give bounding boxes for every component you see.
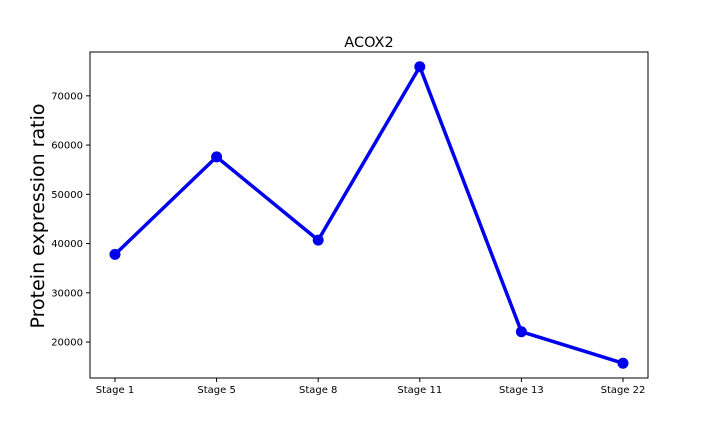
y-tick-label: 30000 xyxy=(51,288,83,299)
y-tick-label: 60000 xyxy=(51,141,83,152)
data-point xyxy=(515,326,527,338)
plot-area: 20000 30000 40000 50000 60000 70000 Stage 1 Sta… xyxy=(51,51,649,396)
data-point xyxy=(109,248,121,260)
chart-title: ACOX2 xyxy=(344,35,393,51)
x-tick-label: Stage 8 xyxy=(299,385,337,396)
plot-frame xyxy=(89,51,649,379)
x-tick-label: Stage 1 xyxy=(96,385,134,396)
x-tick-label: Stage 13 xyxy=(499,385,544,396)
x-tick-label: Stage 5 xyxy=(197,385,235,396)
y-axis-label-group: Protein expression ratio xyxy=(27,104,49,329)
x-tick-label: Stage 11 xyxy=(397,385,442,396)
data-point xyxy=(617,357,629,369)
data-point xyxy=(211,151,223,163)
y-tick-label: 20000 xyxy=(51,338,83,349)
y-tick-label: 40000 xyxy=(51,239,83,250)
data-point xyxy=(312,234,324,246)
series-line xyxy=(113,65,625,365)
data-point xyxy=(414,61,426,73)
y-tick-label: 70000 xyxy=(51,91,83,102)
y-axis-label: Protein expression ratio xyxy=(27,104,49,329)
y-tick-label: 50000 xyxy=(51,190,83,201)
x-tick-label: Stage 22 xyxy=(601,385,646,396)
